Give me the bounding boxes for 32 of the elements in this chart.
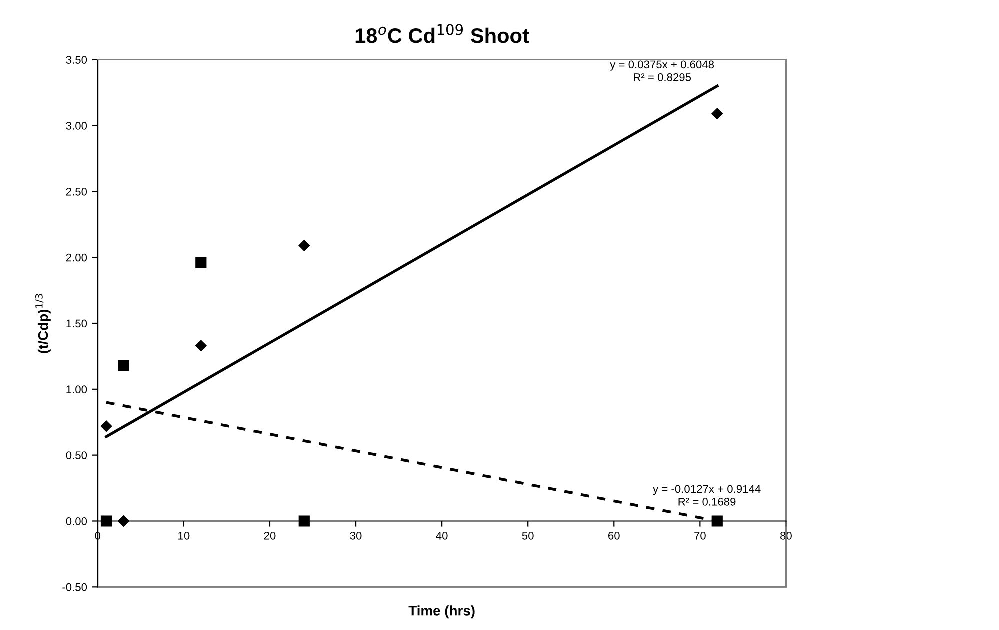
point [118, 516, 130, 527]
y-axis-title: (t/Cdp)$^{1/3}$ [35, 294, 51, 354]
point [100, 420, 112, 432]
y-tick-label: 2.50 [66, 188, 88, 196]
y-tick-label: 3.00 [66, 122, 88, 130]
annotation: y = -0.0127x + 0.9144 R² = 0.1689 [653, 485, 761, 506]
annotation: y = 0.0375x + 0.6048 R² = 0.8295 [610, 60, 714, 82]
y-tick-label: 1.00 [66, 386, 88, 394]
point [298, 516, 310, 527]
point [712, 516, 723, 527]
x-tick-label: 60 [608, 532, 620, 540]
point [100, 516, 112, 527]
point [196, 257, 207, 268]
y-tick-label: 1.50 [66, 320, 88, 328]
y-tick-label: -0.50 [62, 583, 88, 592]
x-tick-label: 30 [350, 532, 362, 540]
x-tick-label: 20 [264, 532, 276, 540]
x-tick-label: 80 [780, 532, 792, 540]
point [298, 240, 310, 252]
point [118, 360, 130, 372]
y-tick-label: 0.00 [66, 518, 88, 526]
x-tick-label: 50 [522, 532, 534, 540]
x-axis-title: Time (hrs) [408, 606, 475, 619]
chart-title: 18$^{o}$C Cd$^{109}$ Shoot [356, 24, 530, 44]
x-tick-label: 10 [178, 532, 190, 540]
x-tick-label: 70 [694, 532, 706, 540]
y-tick-label: 0.50 [66, 452, 88, 460]
point [196, 340, 207, 352]
point [712, 108, 723, 120]
x-tick-label: 40 [436, 532, 448, 540]
y-tick-label: 3.50 [66, 56, 88, 64]
y-tick-label: 2.00 [66, 254, 88, 262]
